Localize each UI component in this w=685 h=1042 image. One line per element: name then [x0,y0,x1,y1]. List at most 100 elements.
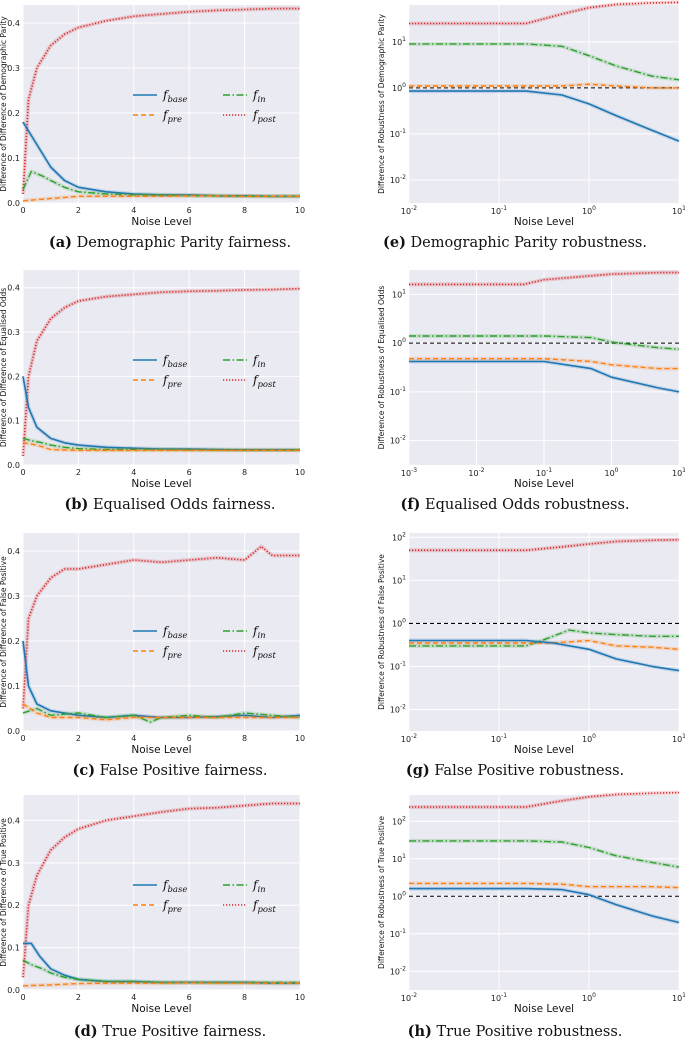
y-tick-label: 0.4 [7,816,20,825]
y-axis-label: Difference of Difference of False Positi… [0,556,8,708]
x-tick-label: 6 [187,206,192,215]
y-tick-label: 0.4 [7,547,20,556]
series-pre [22,703,300,721]
x-tick-label: 0 [20,468,25,477]
y-tick-label: 100 [392,337,406,348]
legend-label-in: fin [252,353,266,370]
y-tick-label: 10-1 [390,386,406,397]
x-tick-label: 10-2 [401,992,417,1003]
y-tick-label: 10-2 [390,435,406,446]
legend-label-post: fpost [252,898,276,915]
y-tick-label: 10-1 [390,928,406,939]
y-tick-label: 101 [392,853,406,864]
plot-area-h [409,795,679,990]
y-tick-label: 0.0 [7,986,20,995]
x-tick-label: 6 [187,993,192,1002]
y-tick-label: 100 [392,82,406,93]
caption-a: (a) Demographic Parity fairness. [48,234,292,251]
x-tick-label: 10 [295,468,305,477]
x-tick-label: 10-1 [536,467,552,478]
plot-area-d [23,795,300,990]
y-tick-label: 0.4 [7,284,20,293]
series-in [22,959,300,984]
y-tick-label: 10-2 [390,174,406,185]
chart-b: 0 2 4 6 8 10 0.0 0.1 0.2 0.3 0.4 Noise Level Differe… [0,270,305,490]
x-axis-label: Noise Level [131,1003,191,1015]
plot-area-b [23,270,300,465]
y-tick-label: 10-2 [390,965,406,976]
y-tick-label: 0.3 [7,592,20,601]
y-tick-label: 101 [392,288,406,299]
series-pre [409,358,679,370]
x-tick-label: 4 [131,206,136,215]
legend-label-pre: fpre [162,898,182,915]
series-post [409,1,680,25]
y-tick-label: 0.0 [7,199,20,208]
series-post [22,802,300,978]
x-tick-label: 0 [20,206,25,215]
series-base [409,887,680,924]
y-tick-label: 0.1 [7,417,20,426]
x-tick-label: 101 [672,467,685,478]
plot-area-c [23,533,300,731]
x-tick-label: 10-2 [468,467,484,478]
x-tick-label: 100 [582,733,596,744]
legend-label-in: fin [252,624,266,641]
y-tick-label: 102 [392,815,406,826]
series-base [409,360,680,393]
x-tick-label: 6 [187,734,192,743]
caption-f: (f) Equalised Odds robustness. [400,496,630,513]
series-in [409,335,680,350]
caption-b: (b) Equalised Odds fairness. [64,496,276,513]
legend-label-post: fpost [252,373,276,390]
plot-area-g [409,533,679,731]
caption-e: (e) Demographic Parity robustness. [382,234,647,251]
series-pre [22,442,300,452]
x-tick-label: 10-1 [491,992,507,1003]
x-tick-label: 0 [20,734,25,743]
legend-label-pre: fpre [162,373,182,390]
legend-label-pre: fpre [162,644,182,661]
chart-d: 0 2 4 6 8 10 0.0 0.1 0.2 0.3 0.4 Noise Level Differe… [0,795,305,1015]
x-tick-label: 10 [295,206,305,215]
caption-c: (c) False Positive fairness. [72,762,268,779]
y-tick-label: 10-2 [390,703,406,714]
legend-label-post: fpost [252,108,276,125]
series-base [409,639,680,672]
series-post [409,791,680,808]
series-post [409,271,679,286]
band-post [21,6,300,195]
y-tick-label: 0.2 [7,637,20,646]
series-in [409,43,680,81]
y-tick-label: 0.1 [7,944,20,953]
x-axis-label: Noise Level [131,478,191,490]
y-tick-label: 100 [392,617,406,628]
x-tick-label: 10 [295,734,305,743]
series-pre [22,982,300,987]
x-axis-label: Noise Level [514,744,574,756]
x-tick-label: 2 [76,468,81,477]
y-tick-label: 0.2 [7,372,20,381]
x-axis-label: Noise Level [514,1003,574,1015]
series-pre [22,195,300,202]
y-axis-label: Difference of Difference of Demographic … [0,16,8,192]
y-axis-label: Difference of Robustness of False Positi… [377,554,386,710]
x-axis-label: Noise Level [131,216,191,228]
y-axis-label: Difference of Robustness of True Positiv… [377,816,386,969]
y-tick-label: 0.1 [7,154,20,163]
x-tick-label: 101 [672,992,685,1003]
x-tick-label: 8 [242,734,247,743]
chart-h: 10-2 10-1 100 101 10-2 10-1 100 101 102 Noise Lev… [377,790,685,1015]
x-tick-label: 101 [672,205,685,216]
y-tick-label: 10-1 [390,128,406,139]
series-pre [409,639,680,650]
band-pre [409,881,680,890]
legend-label-in: fin [252,88,266,105]
x-tick-label: 8 [242,468,247,477]
y-tick-label: 100 [392,890,406,901]
x-axis-label: Noise Level [131,744,191,756]
series-post [409,538,680,552]
chart-f: 10-3 10-2 10-1 100 101 10-2 10-1 100 101 Noise Le… [377,270,685,490]
x-tick-label: 10-2 [401,205,417,216]
